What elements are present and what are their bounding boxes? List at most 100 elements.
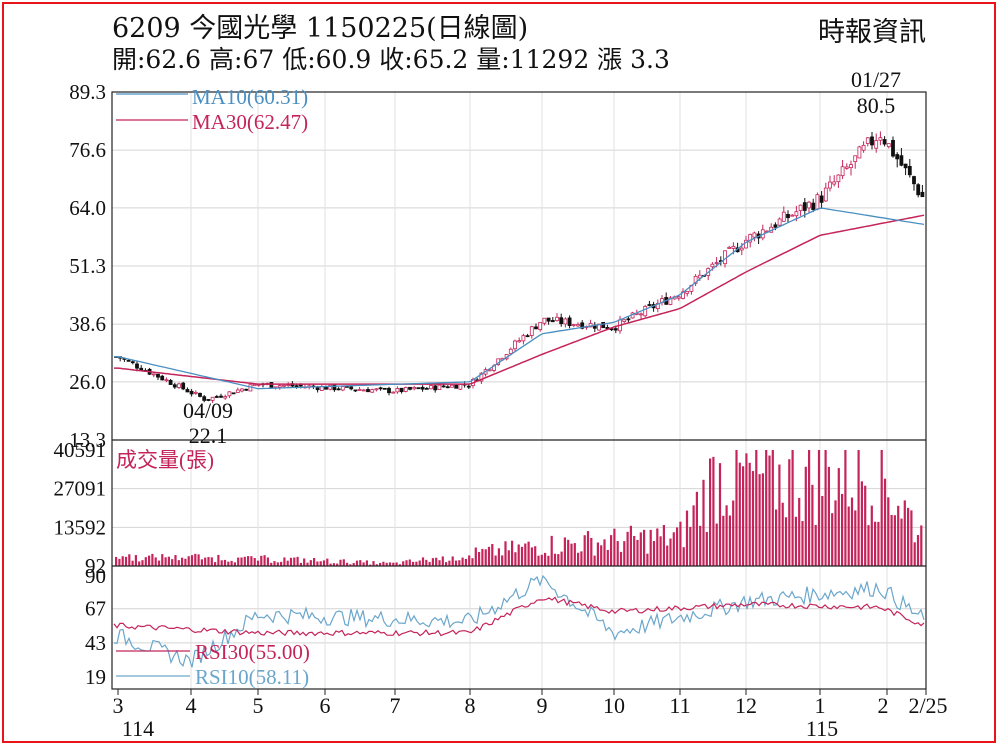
candle-body (429, 385, 433, 390)
volume-bar (478, 551, 481, 566)
volume-bar (745, 453, 748, 566)
volume-bar (580, 551, 583, 566)
volume-bar (916, 535, 920, 566)
volume-bar (128, 554, 131, 566)
volume-bar (715, 523, 718, 566)
volume-bar (283, 557, 286, 566)
candle-body (668, 297, 673, 305)
volume-bar (682, 547, 685, 566)
volume-bar (530, 547, 533, 566)
candle-body (181, 382, 186, 390)
volume-bar (646, 553, 649, 566)
candle-body (886, 143, 891, 148)
volume-bar (870, 505, 873, 566)
candle-body (126, 359, 131, 362)
volume-bar (497, 548, 500, 566)
candle-body (378, 387, 383, 390)
candle-body (555, 316, 559, 322)
volume-bar (907, 507, 910, 566)
volume-bar (421, 557, 425, 566)
volume-bar (266, 557, 269, 566)
candle-body (374, 388, 379, 391)
candle-body (240, 388, 244, 392)
volume-bar (273, 561, 276, 566)
high-date-annotation: 01/27 (851, 67, 901, 92)
volume-bar (184, 558, 187, 566)
volume-bar (418, 560, 421, 566)
volume-bar (296, 556, 299, 566)
volume-bar (148, 555, 151, 566)
x-tick-label: 7 (390, 693, 401, 718)
volume-bar (415, 561, 418, 566)
volume-bar (454, 560, 458, 566)
candle-body (920, 191, 925, 198)
volume-bar (458, 560, 461, 566)
candle-body (546, 317, 551, 322)
candle-body (370, 389, 375, 393)
volume-bar (359, 560, 362, 566)
candle-body (601, 321, 606, 329)
rsi10-line (113, 574, 925, 668)
candle-body (836, 174, 841, 183)
volume-bar (260, 555, 263, 566)
candle-body (172, 384, 177, 388)
volume-bar (379, 562, 382, 566)
volume-bar (534, 546, 537, 566)
candle-body (567, 317, 572, 327)
volume-bar (319, 561, 322, 566)
volume-bar (220, 560, 223, 566)
candle-body (206, 399, 211, 401)
volume-bar (332, 563, 335, 566)
price-tick-label: 76.6 (69, 138, 106, 162)
candle-body (790, 214, 795, 217)
candle-body (248, 384, 253, 392)
volume-bar (435, 557, 438, 566)
candle-body (613, 328, 618, 331)
rsi30-legend-label: RSI30(55.00) (195, 640, 310, 664)
volume-bar (207, 557, 210, 566)
volume-bar (511, 540, 514, 566)
volume-bar (280, 561, 283, 566)
volume-bar (504, 541, 507, 566)
volume-bar (200, 559, 203, 566)
candle-body (466, 385, 471, 388)
candle-body (907, 165, 912, 176)
candle-body (723, 250, 727, 265)
volume-bar (847, 506, 850, 566)
volume-bar (656, 528, 659, 566)
volume-bar (725, 505, 728, 566)
candle-body (916, 184, 921, 196)
volume-bar (808, 450, 811, 566)
volume-bar (834, 500, 837, 566)
volume-bar (507, 550, 510, 566)
volume-bar (735, 450, 738, 566)
x-tick-label: 5 (253, 693, 264, 718)
volume-bar (649, 529, 652, 566)
candle-body (676, 296, 681, 299)
volume-tick-label: 27091 (54, 477, 107, 501)
volume-bar (841, 493, 844, 566)
candle-body (878, 137, 883, 141)
candle-body (403, 387, 408, 392)
volume-bar (824, 450, 827, 566)
volume-bar (121, 556, 124, 566)
volume-bar (811, 484, 814, 566)
volume-bar (672, 532, 675, 566)
x-tick-label: 1 (815, 693, 826, 718)
high-value-annotation: 80.5 (857, 93, 896, 118)
volume-bar (695, 491, 698, 566)
volume-bar (428, 561, 431, 566)
volume-bar (190, 555, 194, 566)
rsi-tick-label: 67 (85, 597, 106, 621)
candle-body (823, 187, 828, 202)
volume-bar (844, 450, 847, 566)
volume-bar (712, 456, 715, 566)
plot-border (111, 91, 927, 690)
volume-bar (685, 510, 689, 566)
volume-bar (768, 455, 771, 566)
volume-bar (659, 536, 662, 566)
candle-body (361, 389, 366, 392)
volume-bar (610, 535, 613, 566)
